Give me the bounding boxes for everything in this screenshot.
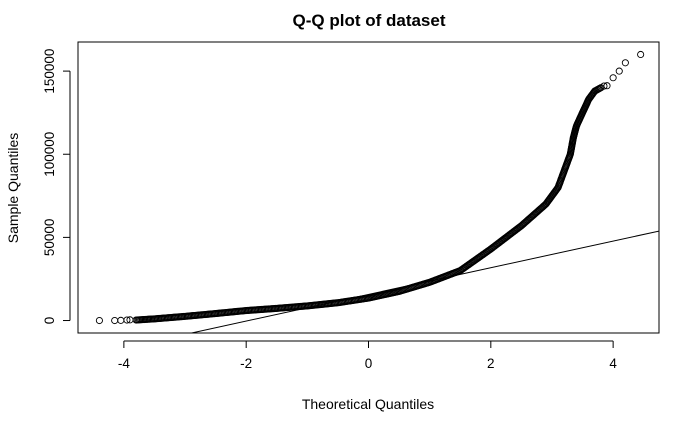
data-point [95, 316, 103, 325]
plot-area-frame [77, 41, 660, 334]
data-point [603, 82, 611, 90]
y-tick-label: 50000 [42, 219, 57, 257]
x-tick-label: 2 [487, 356, 495, 371]
chart-title: Q-Q plot of dataset [293, 11, 446, 30]
x-tick-label: -2 [240, 356, 252, 371]
y-tick-label: 0 [42, 317, 57, 325]
data-point [621, 59, 629, 67]
data-point [111, 316, 119, 325]
x-tick-label: 4 [609, 356, 617, 371]
x-tick-label: -4 [118, 356, 130, 371]
qq-reference-line [189, 230, 659, 333]
y-axis: 0 50000 100000 150000 [42, 49, 71, 325]
x-axis-label: Theoretical Quantiles [302, 396, 434, 412]
data-point [615, 67, 623, 75]
data-points [95, 50, 645, 325]
data-point [117, 316, 125, 324]
x-axis: -4 -2 0 2 4 [118, 340, 617, 371]
y-tick-label: 150000 [42, 49, 57, 94]
data-point [637, 50, 645, 59]
x-tick-label: 0 [365, 356, 373, 371]
data-point [609, 74, 617, 82]
data-point [600, 82, 608, 90]
reference-line-group [189, 230, 659, 333]
data-point [126, 316, 134, 324]
y-axis-label: Sample Quantiles [5, 133, 21, 244]
y-tick-label: 100000 [42, 132, 57, 177]
data-point [123, 316, 131, 324]
